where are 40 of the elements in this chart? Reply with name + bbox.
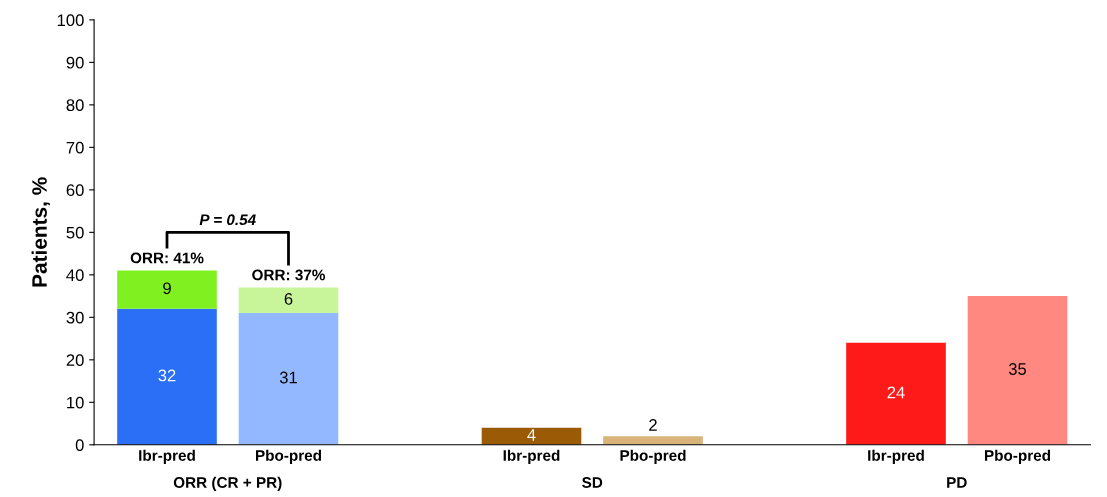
data-label: 6 <box>284 293 293 305</box>
data-label: 9 <box>163 282 171 295</box>
y-tick-label: 50 <box>66 226 84 239</box>
data-label: 32 <box>158 369 176 382</box>
total-label: ORR: 37% <box>252 269 326 281</box>
text: SD <box>582 477 603 488</box>
x-tick-label: Ibr-pred <box>503 449 560 464</box>
bar <box>846 342 946 445</box>
bar <box>238 287 339 314</box>
data-label: 35 <box>1008 363 1027 375</box>
data-label: 2 <box>649 419 657 431</box>
y-axis-title: Patients, % <box>31 177 50 287</box>
x-tick-label: Pbo-pred <box>984 449 1051 464</box>
y-tick-label: 70 <box>66 141 84 154</box>
text: ORR (CR + PR) <box>173 476 282 491</box>
y-tick-label: 20 <box>66 354 84 367</box>
bar <box>238 313 339 445</box>
y-tick-label: 80 <box>66 99 84 112</box>
x-tick-label: Pbo-pred <box>620 449 686 464</box>
x-tick-label: Ibr-pred <box>868 449 924 464</box>
data-label: 24 <box>887 386 905 399</box>
y-tick-label: 100 <box>57 14 84 27</box>
bar <box>967 296 1068 445</box>
bar <box>117 270 217 309</box>
y-tick-label: 90 <box>66 56 84 69</box>
x-tick-label: Ibr-pred <box>139 449 195 464</box>
annotation: P = 0.54 <box>199 214 256 226</box>
x-tick-label: Pbo-pred <box>255 449 322 464</box>
bar <box>603 436 703 445</box>
y-tick-label: 60 <box>66 184 84 197</box>
bar <box>481 427 582 445</box>
bar <box>117 308 217 445</box>
y-tick-label: 30 <box>66 311 84 324</box>
data-label: 4 <box>527 429 536 441</box>
y-tick-label: 0 <box>75 439 84 452</box>
y-tick-label: 40 <box>66 269 84 282</box>
total-label: ORR: 41% <box>130 252 204 264</box>
text: PD <box>947 477 967 488</box>
y-tick-label: 10 <box>67 396 84 409</box>
data-label: 31 <box>279 371 297 384</box>
